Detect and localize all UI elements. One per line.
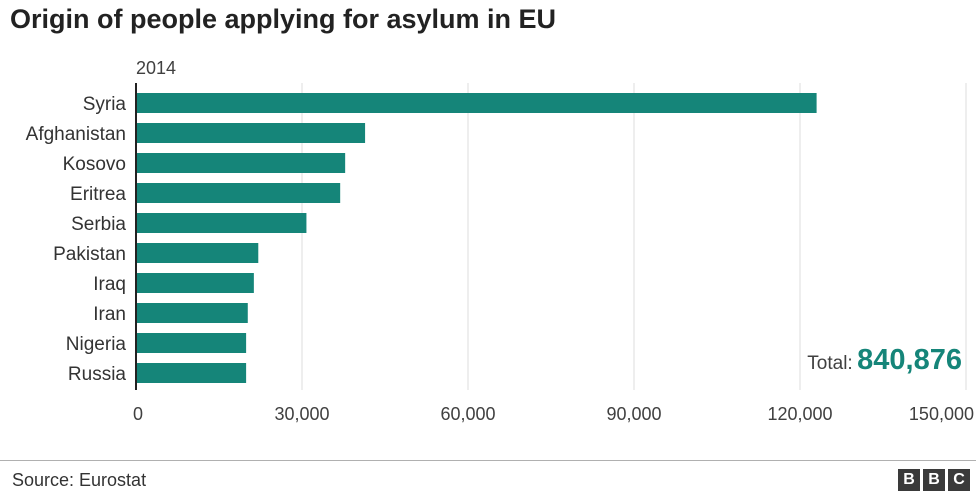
x-tick-label: 60,000 — [440, 404, 495, 424]
logo-letter: B — [898, 469, 920, 491]
bar — [136, 153, 346, 173]
category-label: Afghanistan — [26, 124, 126, 145]
category-label: Eritrea — [70, 184, 126, 205]
x-tick-label: 90,000 — [606, 404, 661, 424]
bar — [136, 243, 259, 263]
chart-subtitle: 2014 — [136, 58, 177, 78]
bar — [136, 123, 366, 143]
footer-divider — [0, 460, 976, 461]
bar — [136, 183, 341, 203]
category-label: Kosovo — [63, 154, 126, 175]
bar — [136, 303, 248, 323]
bar — [136, 273, 254, 293]
x-tick-label: 30,000 — [274, 404, 329, 424]
source-note: Source: Eurostat — [12, 470, 147, 490]
gridlines — [301, 83, 967, 390]
category-labels: Syria Afghanistan Kosovo Eritrea Serbia Pakis… — [26, 94, 127, 385]
total-annotation: Total: 840,876 — [807, 344, 962, 377]
bar — [136, 333, 247, 353]
category-label: Iran — [93, 304, 126, 325]
bar — [136, 213, 307, 233]
x-tick-labels: 0 30,000 60,000 90,000 120,000 150,000 — [133, 404, 974, 424]
category-label: Russia — [68, 364, 127, 385]
total-value: 840,876 — [857, 344, 962, 376]
bar — [136, 93, 817, 113]
x-tick-label: 120,000 — [767, 404, 832, 424]
total-label: Total: — [807, 353, 853, 374]
logo-letter: B — [923, 469, 945, 491]
bbc-logo: B B C — [898, 469, 970, 491]
category-label: Pakistan — [53, 244, 126, 265]
x-tick-label: 0 — [133, 404, 143, 424]
category-label: Serbia — [71, 214, 126, 235]
bars — [136, 93, 817, 383]
bar — [136, 363, 247, 383]
chart-title: Origin of people applying for asylum in … — [10, 4, 557, 34]
category-label: Syria — [83, 94, 127, 115]
category-label: Nigeria — [66, 334, 127, 355]
category-label: Iraq — [93, 274, 126, 295]
bar-chart: Syria Afghanistan Kosovo Eritrea Serbia Pakis… — [26, 83, 974, 424]
x-tick-label: 150,000 — [909, 404, 974, 424]
logo-letter: C — [948, 469, 970, 491]
